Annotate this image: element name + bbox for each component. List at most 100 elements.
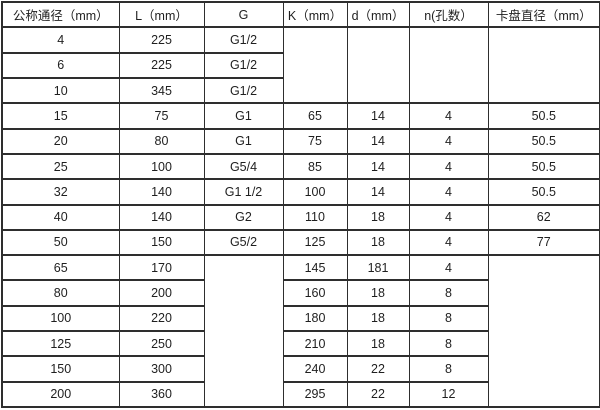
table-cell: 4 <box>408 178 489 206</box>
table-cell: 80 <box>1 279 120 307</box>
col-header-chuck-diameter: 卡盘直径（mm） <box>487 0 600 29</box>
table-cell: 4 <box>1 26 120 54</box>
table-cell: 150 <box>1 355 120 383</box>
table-cell: 180 <box>282 304 348 333</box>
table-cell: 18 <box>346 330 410 358</box>
table-row: 25 100 G5/4 85 14 4 50.5 <box>1 152 600 181</box>
table-cell: 8 <box>408 330 489 358</box>
table-cell: 75 <box>282 127 348 155</box>
table-row: 50 150 G5/2 125 18 4 77 <box>1 228 600 257</box>
table-cell: 15 <box>1 102 120 130</box>
merged-empty-cell-chuck-lower <box>487 254 600 408</box>
table-row: 150 300 240 22 8 <box>1 355 600 383</box>
table-cell: 65 <box>1 254 120 282</box>
table-cell: 345 <box>118 76 205 105</box>
col-header-g: G <box>203 0 284 29</box>
table-cell: 200 <box>118 279 205 307</box>
table-cell: 8 <box>408 304 489 333</box>
table-cell: 18 <box>346 279 410 307</box>
table-cell: 210 <box>282 330 348 358</box>
table-cell: 240 <box>282 355 348 383</box>
table-cell: 125 <box>282 228 348 257</box>
table-cell: 145 <box>282 254 348 282</box>
table-row: 10 345 G1/2 <box>1 76 600 105</box>
table-cell: 20 <box>1 127 120 155</box>
table-cell: 220 <box>118 304 205 333</box>
table-row: 100 220 180 18 8 <box>1 304 600 333</box>
table-cell: 160 <box>282 279 348 307</box>
table-cell: 50.5 <box>487 152 600 181</box>
table-row: 40 140 G2 110 18 4 62 <box>1 203 600 231</box>
table-row: 6 225 G1/2 <box>1 51 600 79</box>
table-row: 200 360 295 22 12 <box>1 380 600 409</box>
table-cell: 100 <box>282 178 348 206</box>
table-cell: 4 <box>408 203 489 231</box>
table-row: 125 250 210 18 8 <box>1 330 600 358</box>
table-cell: 4 <box>408 127 489 155</box>
table-cell: 14 <box>346 127 410 155</box>
table-cell: 75 <box>118 102 205 130</box>
table-cell: 80 <box>118 127 205 155</box>
table-cell: 32 <box>1 178 120 206</box>
table-cell: 150 <box>118 228 205 257</box>
table-cell: 18 <box>346 203 410 231</box>
table-cell: G1/2 <box>203 26 284 54</box>
table-cell: 100 <box>118 152 205 181</box>
table-cell: 300 <box>118 355 205 383</box>
table-cell: 65 <box>282 102 348 130</box>
col-header-k: K（mm） <box>282 0 348 29</box>
table-cell: 22 <box>346 380 410 409</box>
table-cell: 50.5 <box>487 127 600 155</box>
col-header-n-holes: n(孔数） <box>408 0 489 29</box>
table-cell: 6 <box>1 51 120 79</box>
table-cell: 25 <box>1 152 120 181</box>
table-cell: G1/2 <box>203 76 284 105</box>
table-cell: 62 <box>487 203 600 231</box>
table-cell: 4 <box>408 228 489 257</box>
table-cell: 18 <box>346 228 410 257</box>
table-cell: 50 <box>1 228 120 257</box>
table-cell: 85 <box>282 152 348 181</box>
table-row: 4 225 G1/2 <box>1 26 600 105</box>
table-cell: 12 <box>408 380 489 409</box>
table-cell: 225 <box>118 51 205 79</box>
table-cell: 181 <box>346 254 410 282</box>
table-cell: 140 <box>118 178 205 206</box>
table-cell: G2 <box>203 203 284 231</box>
table-cell: 170 <box>118 254 205 282</box>
col-header-d: d（mm） <box>346 0 410 29</box>
table-row: 80 200 160 18 8 <box>1 279 600 307</box>
table-cell: 110 <box>282 203 348 231</box>
table-row: 32 140 G1 1/2 100 14 4 50.5 <box>1 178 600 206</box>
merged-empty-cell-k <box>282 26 348 105</box>
table-cell: 200 <box>1 380 120 409</box>
table-cell: 4 <box>408 102 489 130</box>
table-row: 65 170 145 181 4 <box>1 254 600 408</box>
table-cell: 50.5 <box>487 178 600 206</box>
table-cell: G1 <box>203 102 284 130</box>
table-cell: 18 <box>346 304 410 333</box>
table-cell: 14 <box>346 152 410 181</box>
table-cell: G1 <box>203 127 284 155</box>
col-header-nominal-diameter: 公称通径（mm） <box>1 0 120 29</box>
table-cell: 22 <box>346 355 410 383</box>
table-cell: G1/2 <box>203 51 284 79</box>
table-cell: 100 <box>1 304 120 333</box>
table-cell: 125 <box>1 330 120 358</box>
table-cell: 4 <box>408 254 489 282</box>
table-cell: 8 <box>408 279 489 307</box>
table-cell: 250 <box>118 330 205 358</box>
table-cell: 50.5 <box>487 102 600 130</box>
header-row: 公称通径（mm） L（mm） G K（mm） d（mm） n(孔数） 卡盘直径（… <box>1 0 600 29</box>
table-cell: 10 <box>1 76 120 105</box>
table-cell: 40 <box>1 203 120 231</box>
table-cell: G5/4 <box>203 152 284 181</box>
table-row: 20 80 G1 75 14 4 50.5 <box>1 127 600 155</box>
table-cell: G5/2 <box>203 228 284 257</box>
merged-empty-cell-n <box>408 26 489 105</box>
table-cell: 8 <box>408 355 489 383</box>
table-cell: 4 <box>408 152 489 181</box>
table-cell: 77 <box>487 228 600 257</box>
